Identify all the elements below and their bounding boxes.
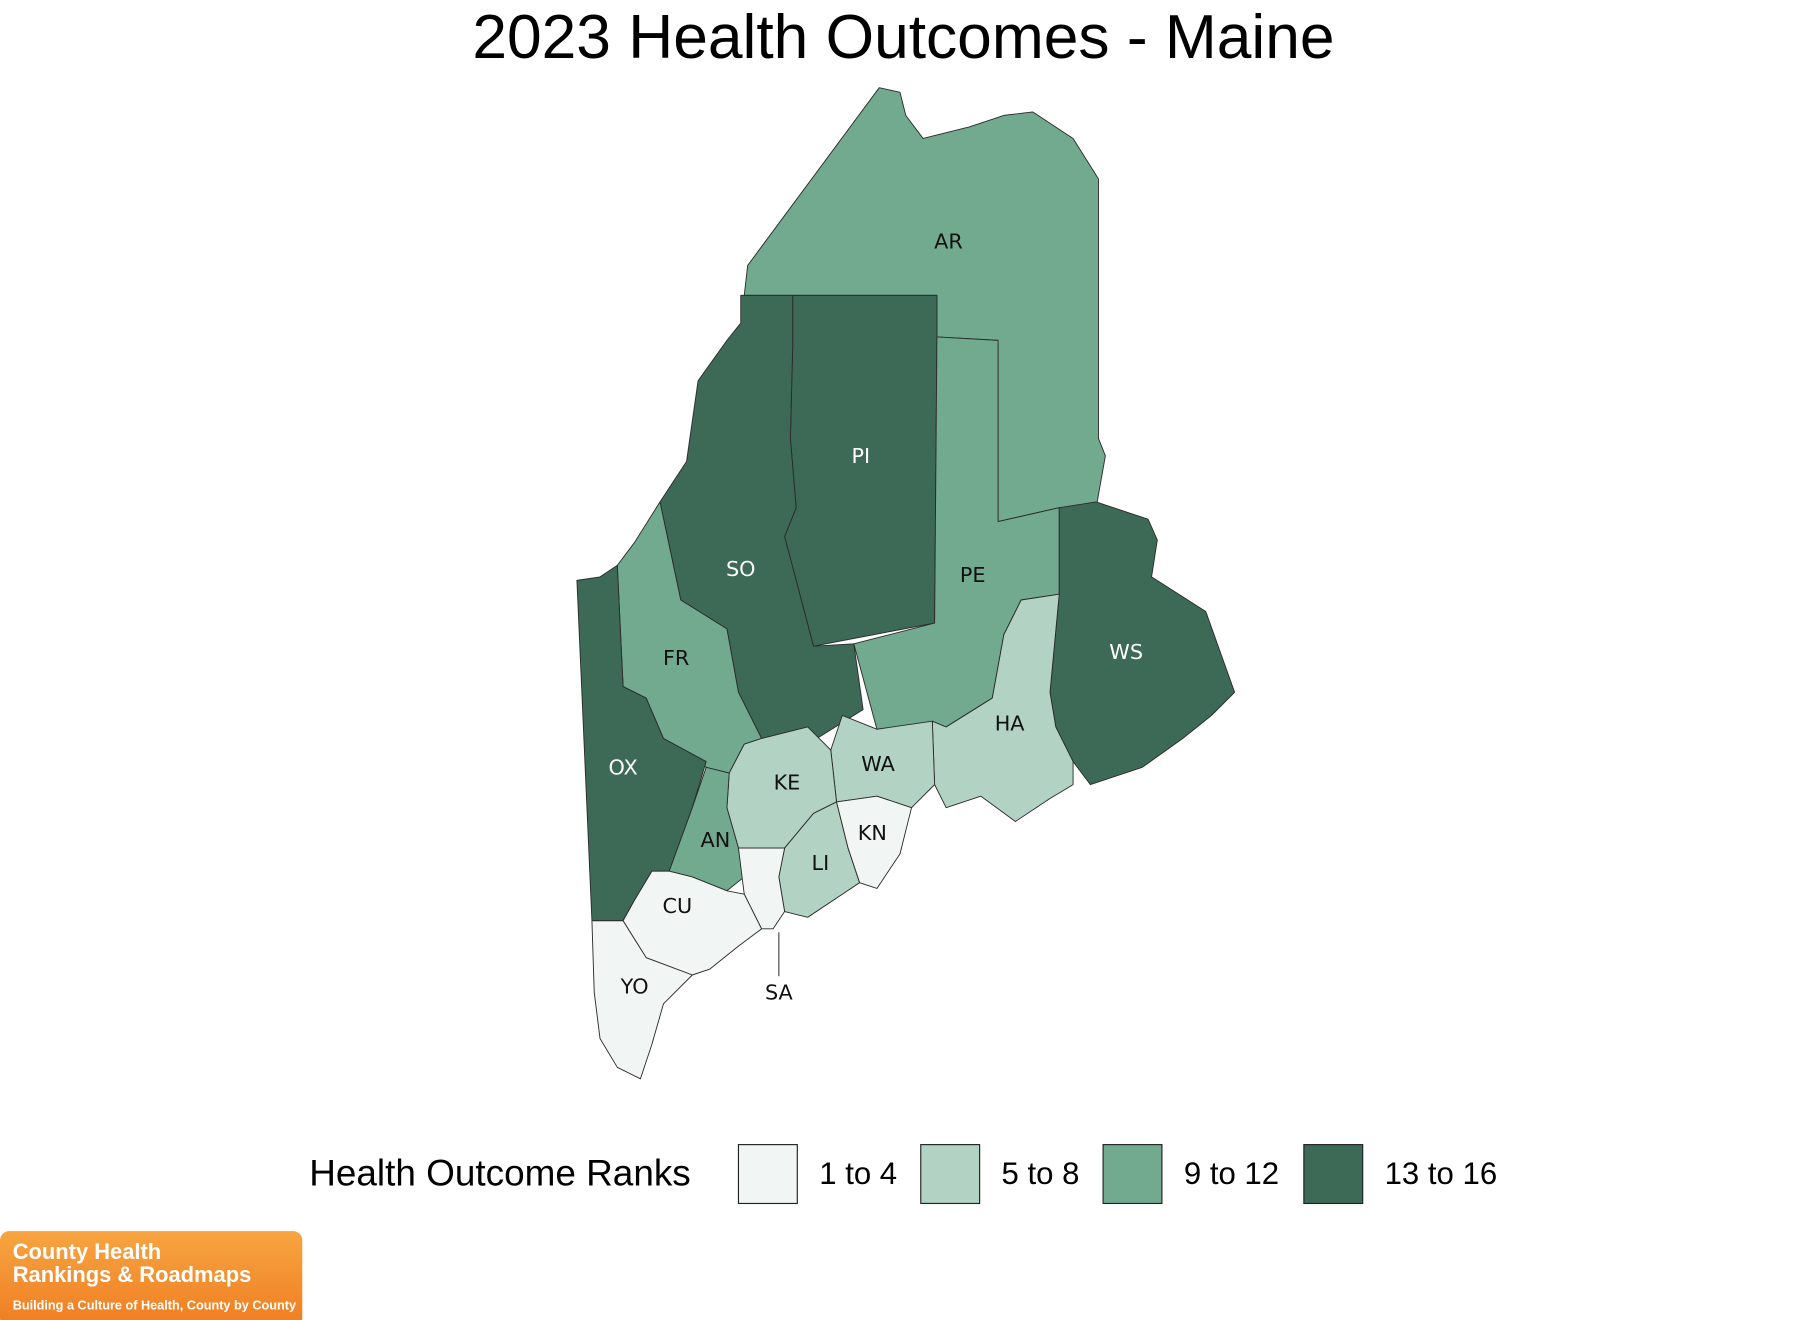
county-label: SO	[726, 557, 756, 581]
county-label: PE	[960, 563, 986, 587]
legend-label: 9 to 12	[1184, 1156, 1279, 1191]
county-label: KE	[774, 770, 801, 794]
logo-line: County Health	[13, 1239, 161, 1264]
legend-swatch	[737, 1144, 798, 1205]
county-label: WS	[1109, 640, 1143, 664]
county-label: YO	[620, 975, 649, 999]
legend-swatch	[1303, 1144, 1364, 1205]
legend-title: Health Outcome Ranks	[309, 1153, 691, 1194]
logo: County Health Rankings & Roadmaps Buildi…	[0, 1231, 303, 1320]
legend: 1 to 4 5 to 8 9 to 12 13 to 16	[737, 1144, 1498, 1205]
county-label: AR	[934, 229, 963, 253]
county-label: KN	[858, 821, 887, 845]
county	[784, 294, 938, 647]
county-label: PI	[851, 444, 870, 468]
logo-badge	[0, 1231, 303, 1320]
county-label: CU	[662, 894, 692, 918]
county	[591, 920, 693, 1080]
county-label: HA	[995, 712, 1026, 736]
county-label: OX	[608, 755, 637, 779]
county-label: LI	[812, 851, 830, 875]
logo-tagline: Building a Culture of Health, County by …	[13, 1299, 296, 1313]
legend-swatch	[1102, 1144, 1163, 1205]
legend-label: 5 to 8	[1002, 1156, 1080, 1191]
county	[931, 593, 1074, 822]
legend-label: 13 to 16	[1385, 1156, 1498, 1191]
county-label: AN	[701, 828, 731, 852]
legend-label: 1 to 4	[819, 1156, 897, 1191]
logo-line: Rankings & Roadmaps	[13, 1262, 252, 1287]
map-title: 2023 Health Outcomes - Maine	[472, 3, 1334, 72]
county-label: WA	[861, 752, 895, 776]
county-label: FR	[663, 646, 689, 670]
county-label: SA	[765, 980, 794, 1004]
counties: AR PI SO PE WS FR OX HA WA KE AN LI KN SA CU YO	[576, 87, 1236, 1080]
county	[668, 766, 745, 892]
legend-swatch	[920, 1144, 981, 1205]
county	[836, 795, 912, 889]
